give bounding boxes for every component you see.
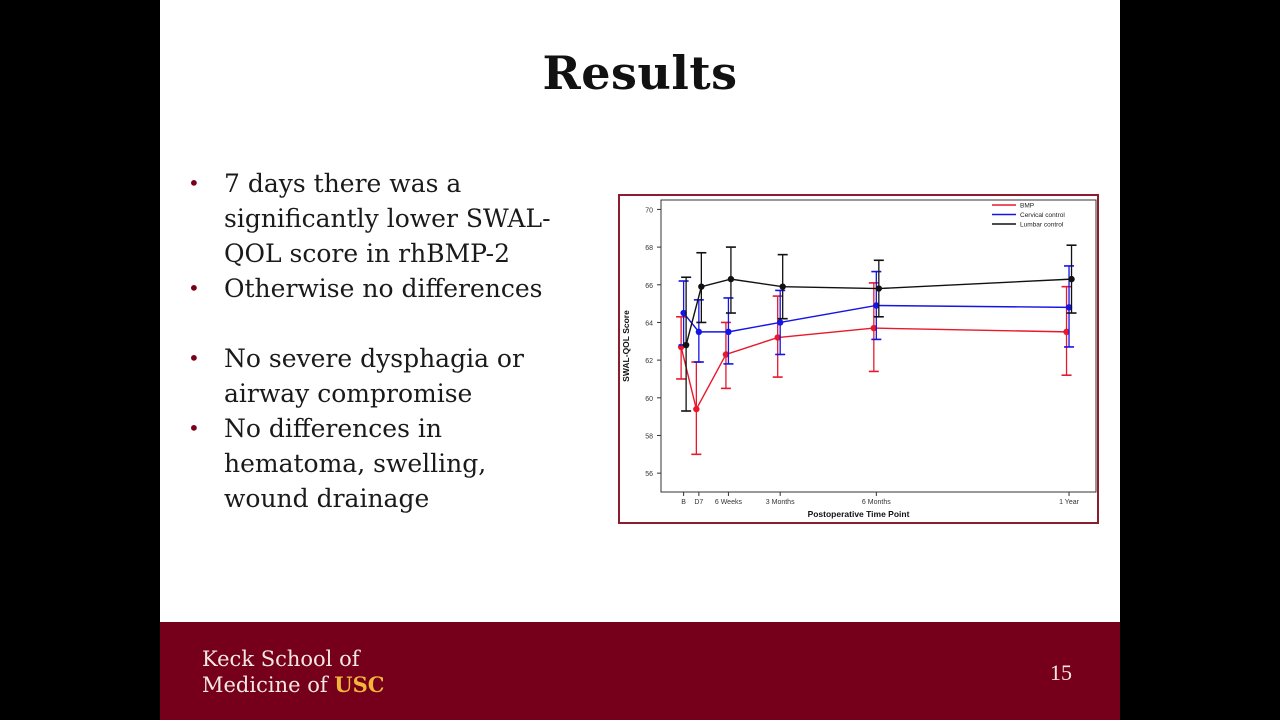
data-point [776,319,784,326]
bullet-icon: • [188,171,200,195]
x-tick-label: 1 Year [1059,499,1080,506]
chart-axes: 56 58 60 62 64 66 68 70 B D7 6 Weeks 3 Months 6 Mont… [621,199,1097,519]
chart-legend: BMP Cervical control Lumbar control [992,203,1065,229]
bullet-text: No differences in hematoma, swelling, wo… [224,414,487,513]
legend-label: Lumbar control [1020,222,1064,229]
series-line [680,327,1067,412]
slide: Results • 7 days there was a significantl… [160,0,1120,720]
data-point [1065,304,1073,311]
data-point [774,334,781,341]
slide-title: Results [542,46,738,100]
data-point [680,309,687,317]
y-tick-label: 56 [645,471,653,478]
logo-line2: Medicine of USC [202,672,385,698]
x-tick-label: B [681,499,686,506]
x-tick-label: D7 [694,499,703,506]
y-axis-label: SWAL-QOL Score [621,310,631,382]
data-point [870,324,878,332]
bullet-text: Otherwise no differences [224,274,543,303]
bullet-icon: • [188,416,200,440]
data-point [1068,275,1075,283]
footer-bar [160,622,1120,720]
bullet-item: • 7 days there was a significantly lower … [188,166,568,271]
data-point [727,275,735,283]
data-point [873,302,880,309]
page-number: 15 [1050,660,1072,685]
bullet-text: No severe dysphagia or airway compromise [224,344,524,408]
plot-frame [660,199,1097,493]
data-point [693,405,700,413]
y-tick-label: 60 [645,396,653,403]
y-tick-label: 58 [645,433,653,440]
data-point [682,341,690,349]
bullet-item: • No differences in hematoma, swelling, w… [188,411,568,516]
series-cervical-control [678,265,1075,365]
x-tick-label: 6 Months [862,499,891,506]
legend-label: BMP [1020,203,1034,210]
logo-usc: USC [334,672,385,697]
data-point [1063,328,1070,336]
series-lumbar-control [681,244,1077,412]
bullet-icon: • [188,346,200,370]
y-tick-label: 64 [645,320,653,327]
bullet-list: • 7 days there was a significantly lower … [188,166,568,516]
swal-qol-chart: 56 58 60 62 64 66 68 70 B D7 6 Weeks 3 Months 6 Mont… [621,199,1097,519]
x-tick-label: 3 Months [766,499,795,506]
logo-line1: Keck School of [202,647,360,671]
data-point [695,328,703,336]
bullet-item: • Otherwise no differences [188,271,568,306]
y-tick-label: 68 [645,245,653,252]
x-tick-label: 6 Weeks [715,499,743,506]
bullet-icon: • [188,276,200,300]
series-line [683,304,1070,333]
data-point [875,285,883,292]
bullet-item: • No severe dysphagia or airway compromis… [188,341,568,411]
y-tick-label: 62 [645,358,653,365]
data-point [779,283,786,290]
data-point [722,351,730,358]
logo-line2-prefix: Medicine of [202,673,335,697]
x-axis-label: Postoperative Time Point [808,509,910,519]
data-point [725,328,732,336]
chart-frame: 56 58 60 62 64 66 68 70 B D7 6 Weeks 3 Months 6 Mont… [618,194,1099,524]
chart-series [676,244,1077,456]
bullet-text: 7 days there was a significantly lower S… [224,169,551,268]
series-line [685,278,1072,346]
data-point [698,283,705,290]
y-tick-label: 70 [645,207,653,214]
series-bmp [676,282,1072,456]
y-tick-label: 66 [645,283,653,290]
keck-usc-logo: Keck School of Medicine of USC [202,646,385,698]
legend-label: Cervical control [1020,212,1065,219]
